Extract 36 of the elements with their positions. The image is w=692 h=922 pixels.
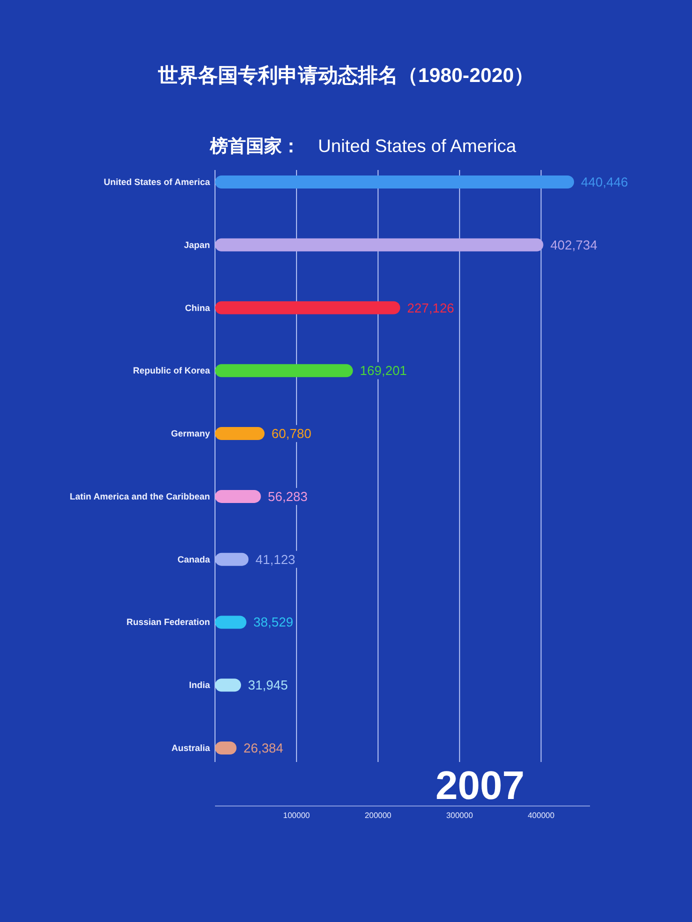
y-tick-label: Germany bbox=[170, 428, 210, 439]
bar bbox=[215, 301, 400, 314]
y-tick-label: Russian Federation bbox=[126, 617, 210, 628]
x-tick-label: 200000 bbox=[364, 811, 392, 820]
data-label: 440,446 bbox=[581, 174, 628, 190]
y-tick-label: Japan bbox=[184, 240, 210, 250]
data-label: 38,529 bbox=[253, 614, 294, 630]
text: 2007 bbox=[436, 764, 524, 808]
data-label: 60,780 bbox=[272, 426, 312, 442]
bar bbox=[215, 176, 574, 188]
y-tick-label: China bbox=[184, 302, 211, 313]
bar bbox=[215, 490, 261, 503]
bar bbox=[215, 238, 544, 252]
y-tick-label: Australia bbox=[171, 743, 211, 753]
chart-title: 世界各国专利申请动态排名（1980-2020） bbox=[157, 64, 534, 87]
x-tick-label: 400000 bbox=[528, 811, 555, 820]
y-tick-label: Canada bbox=[177, 554, 211, 564]
x-tick-label: 100000 bbox=[283, 811, 310, 820]
data-label: 169,201 bbox=[360, 363, 407, 378]
y-tick-label: Latin America and the Caribbean bbox=[70, 491, 210, 502]
bar bbox=[215, 616, 246, 629]
chart-subtitle: 榜首国家： bbox=[209, 136, 300, 156]
text: United States of America bbox=[318, 136, 518, 156]
y-tick-label: India bbox=[188, 680, 211, 690]
data-label: 56,283 bbox=[268, 488, 308, 504]
data-label: 227,126 bbox=[407, 300, 454, 316]
bar bbox=[215, 552, 249, 566]
data-label: 402,734 bbox=[550, 237, 598, 252]
bar bbox=[215, 364, 353, 378]
data-label: 31,945 bbox=[248, 678, 288, 693]
data-label: 26,384 bbox=[244, 740, 284, 756]
y-tick-label: United States of America bbox=[104, 177, 211, 187]
x-tick-label: 300000 bbox=[446, 811, 474, 820]
bar bbox=[215, 427, 265, 440]
y-tick-label: Republic of Korea bbox=[132, 366, 211, 376]
data-label: 41,123 bbox=[256, 552, 296, 567]
